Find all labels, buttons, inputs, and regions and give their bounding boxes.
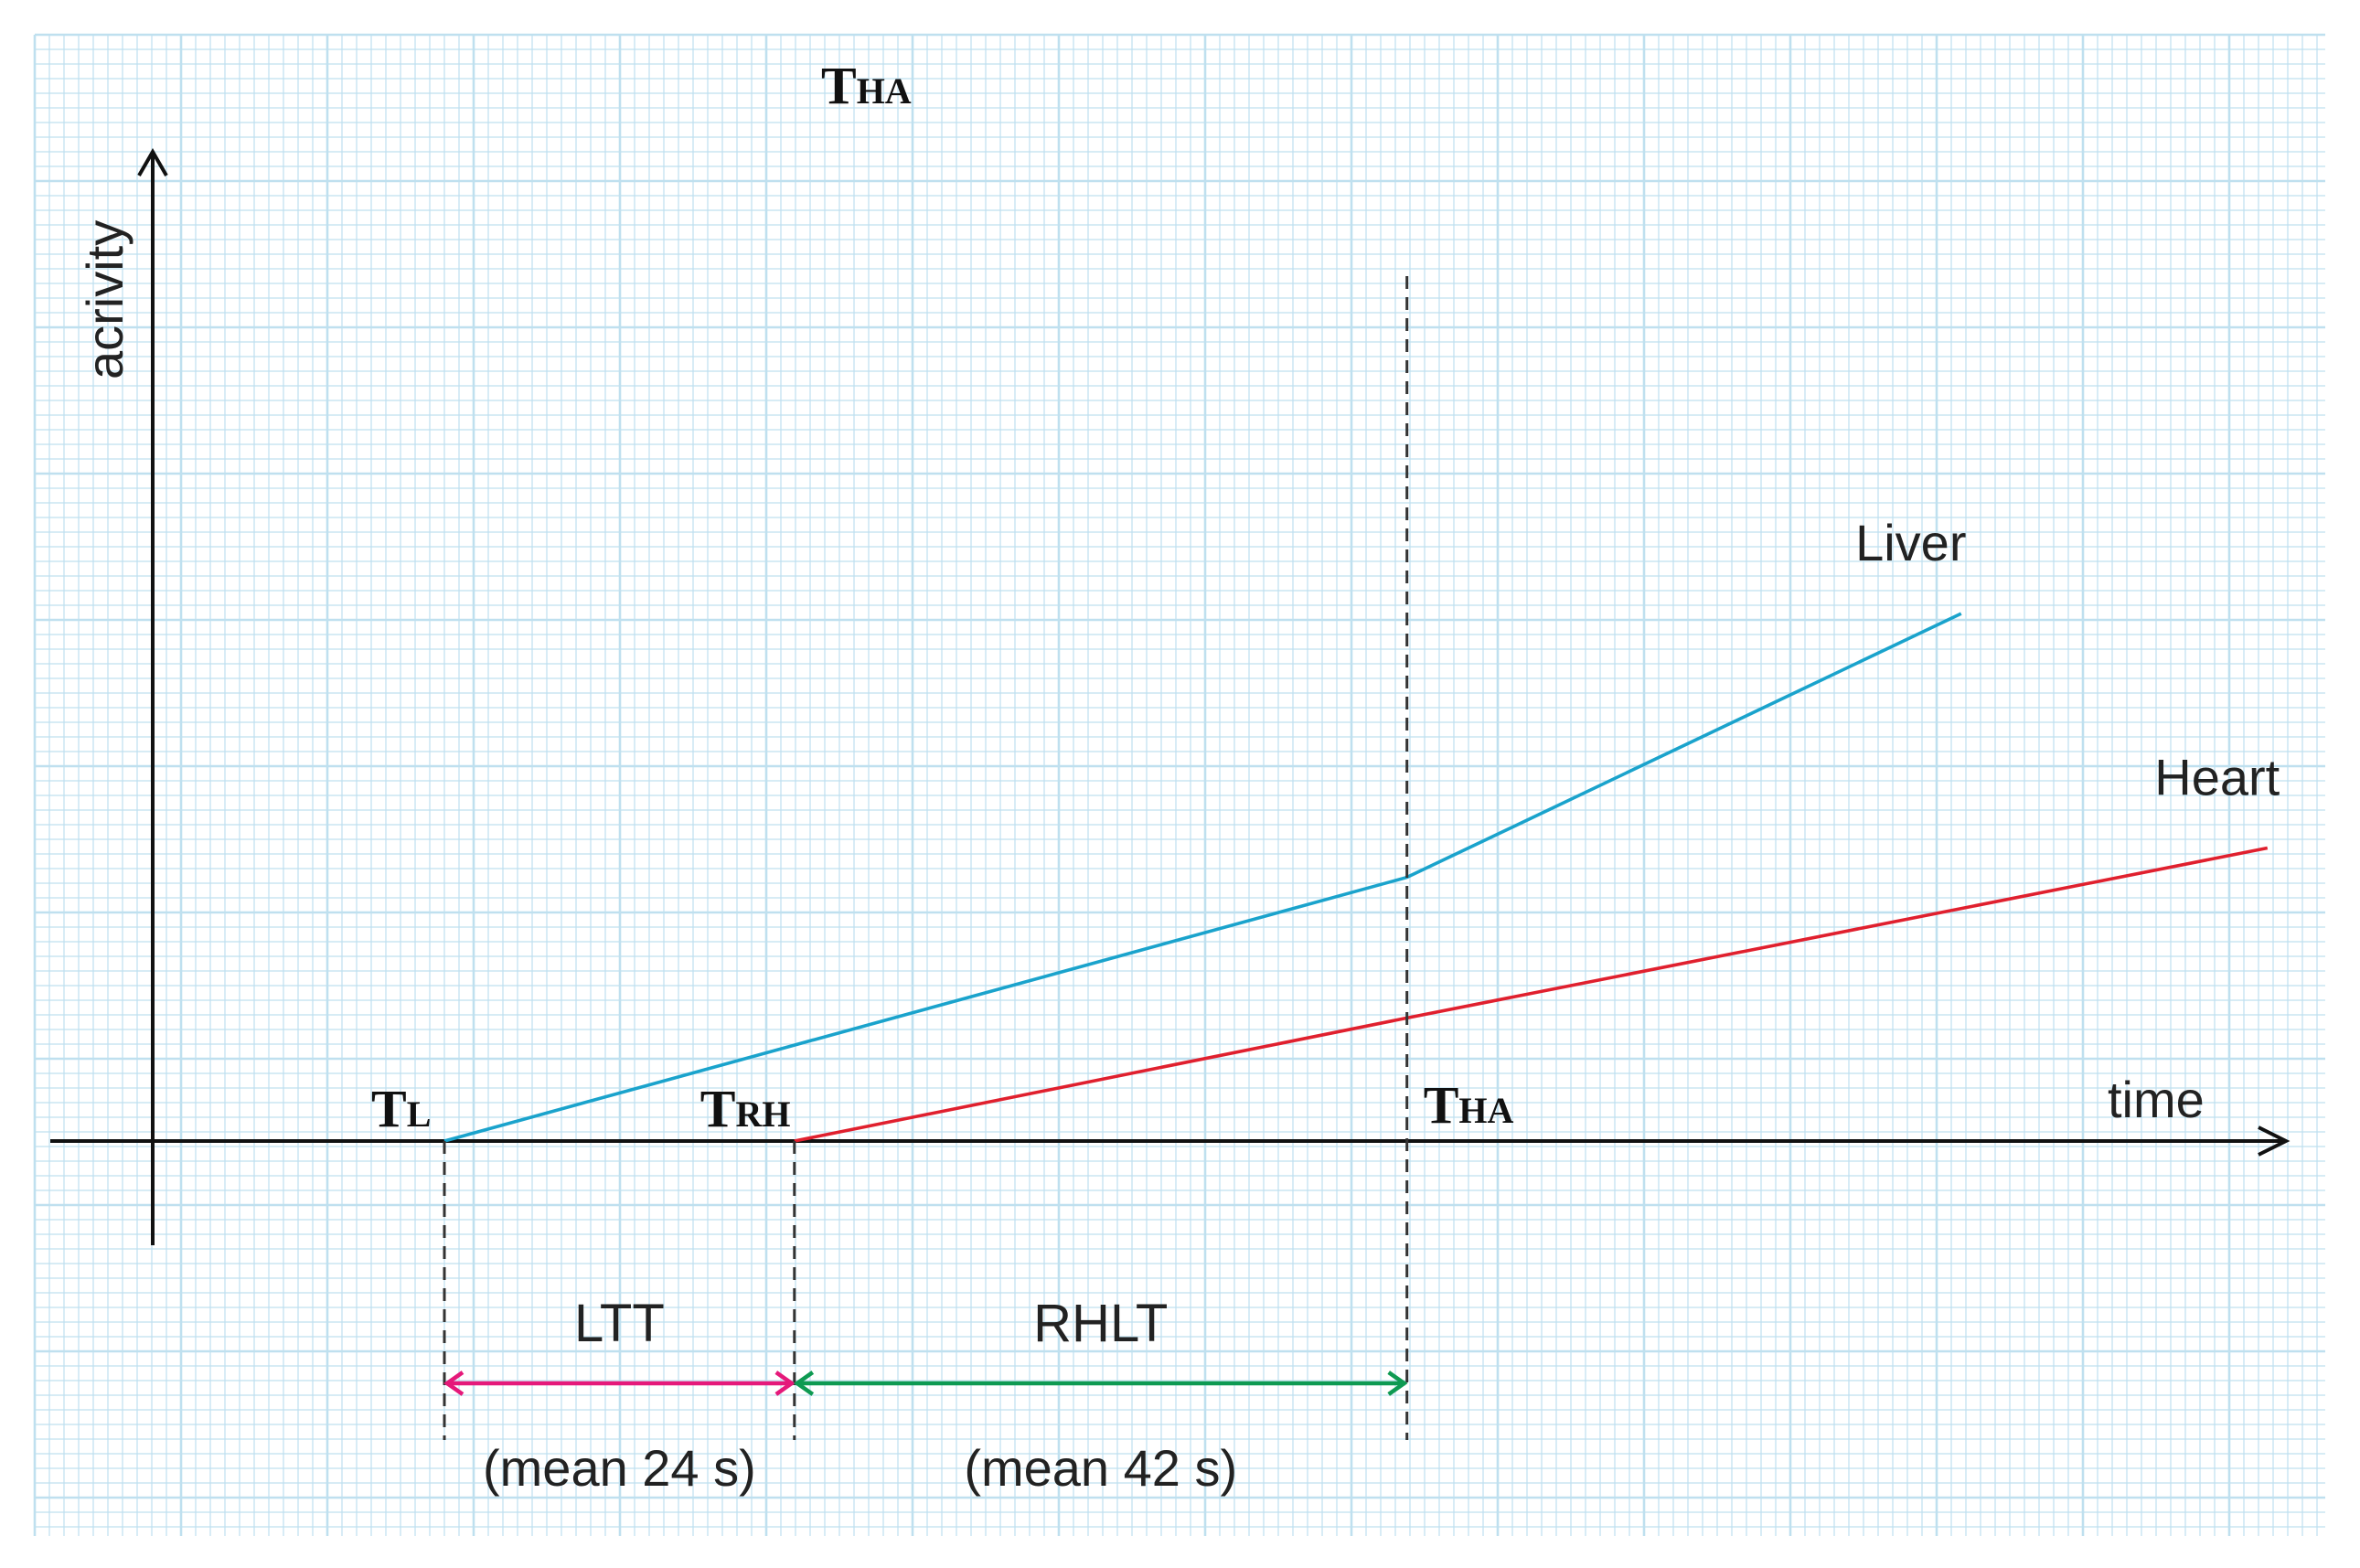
heart-series-label: Heart <box>2154 749 2280 806</box>
x-axis-arrow <box>2258 1125 2291 1157</box>
ltt-interval-note: (mean 24 s) <box>483 1439 756 1497</box>
trh-label: TRH <box>700 1079 791 1138</box>
tl-label: TL <box>371 1079 431 1138</box>
rhlt-interval-label: RHLT <box>1033 1294 1168 1353</box>
y-axis-label: acrivity <box>76 220 133 379</box>
rhlt-interval-arrow-left <box>793 1371 815 1396</box>
top-tha-label: THA <box>821 56 912 115</box>
ltt-interval-arrow-left <box>443 1371 465 1396</box>
y-axis-arrow <box>137 147 168 176</box>
rhlt-interval-note: (mean 42 s) <box>964 1439 1237 1497</box>
ltt-interval-arrow-right <box>774 1371 796 1396</box>
x-axis-label: time <box>2108 1071 2205 1128</box>
liver-series-label: Liver <box>1855 514 1966 571</box>
ltt-interval-label: LTT <box>574 1294 665 1353</box>
grid <box>33 33 2325 1536</box>
rhlt-interval-arrow-right <box>1387 1371 1408 1396</box>
tha-label: THA <box>1424 1075 1514 1135</box>
